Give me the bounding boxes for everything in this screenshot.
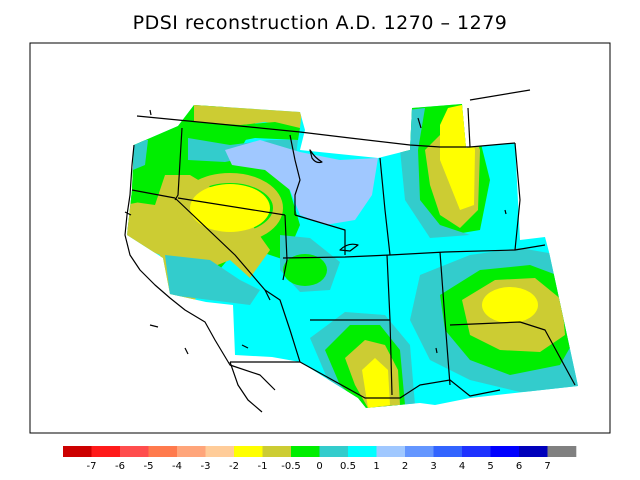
- lake-outline-8: [149, 109, 152, 116]
- legend-tick-label: 7: [544, 461, 550, 472]
- legend-swatch: [234, 446, 263, 457]
- legend-swatch: [205, 446, 235, 457]
- legend-tick-label: -1: [258, 461, 268, 472]
- sw-teal-region: [165, 255, 260, 305]
- legend-swatch: [547, 446, 577, 457]
- legend-tick-label: -0.5: [281, 461, 301, 472]
- north-dakota: [469, 89, 531, 101]
- nv-north: [177, 197, 286, 216]
- ca-or-border: [131, 189, 176, 199]
- legend-swatch: [376, 446, 406, 457]
- nw-olive-ring: [177, 173, 283, 243]
- north-green-strip: [190, 122, 300, 145]
- lake-outline-7: [504, 209, 507, 215]
- legend-swatch: [490, 446, 520, 457]
- map-title: PDSI reconstruction A.D. 1270 – 1279: [132, 12, 508, 34]
- legend-swatches: [63, 446, 577, 457]
- legend-swatch: [262, 446, 292, 457]
- lake-outline-9: [124, 211, 132, 216]
- legend-tick-label: 5: [487, 461, 493, 472]
- legend-tick-label: 6: [516, 461, 522, 472]
- great-salt-lake: [339, 243, 359, 252]
- mexico-border: [230, 361, 501, 399]
- legend-tick-label: -3: [201, 461, 211, 472]
- legend-tick-label: 4: [459, 461, 465, 472]
- lake-outline-3: [184, 347, 189, 355]
- four-corners-ew: [282, 244, 546, 259]
- map-frame: [29, 42, 611, 434]
- idaho-montana: [289, 134, 301, 215]
- nw-yellow-blob: [190, 184, 270, 232]
- nv-ca-border: [174, 197, 271, 301]
- legend-tick-label: -7: [87, 461, 97, 472]
- boundaries: [124, 89, 576, 413]
- legend-tick-label: -2: [229, 461, 239, 472]
- nm-tx-border: [439, 251, 451, 386]
- legend-tick-label: 3: [430, 461, 436, 472]
- north-olive-strip: [194, 104, 302, 128]
- legend-tick-label: 2: [402, 461, 408, 472]
- legend-tick-label: 1: [373, 461, 379, 472]
- lake-outline-6: [435, 347, 438, 354]
- lake-outline-1: [309, 149, 323, 164]
- se-yellow-blob: [482, 287, 538, 323]
- sc-yellow-region: [362, 358, 390, 408]
- nv-ut-border: [282, 214, 288, 281]
- pacific-coast: [124, 144, 276, 391]
- legend-swatch: [319, 446, 349, 457]
- legend-tick-label: 0.5: [340, 461, 356, 472]
- legend-ticks: -7 -6 -5 -4 -3 -2 -1 -0.5 0 0.5 1 2 3 4 5 6 7: [87, 461, 551, 472]
- legend-swatch: [291, 446, 320, 457]
- legend-swatch: [348, 446, 377, 457]
- montana-east: [467, 107, 471, 148]
- legend-tick-label: -5: [144, 461, 154, 472]
- legend-swatch: [519, 446, 548, 457]
- canada-border: [136, 115, 516, 148]
- legend-swatch: [433, 446, 463, 457]
- legend-swatch: [462, 446, 491, 457]
- legend-swatch: [63, 446, 92, 457]
- ne-teal-edge: [400, 108, 470, 238]
- lake-outline-4: [241, 344, 249, 349]
- lake-outline-2: [149, 324, 159, 328]
- legend-swatch: [91, 446, 121, 457]
- legend-tick-label: -6: [115, 461, 125, 472]
- wyoming: [379, 157, 391, 256]
- ok-panhandle: [449, 321, 576, 386]
- baja-coast: [229, 361, 263, 413]
- co-ks-border: [514, 142, 521, 251]
- legend-swatch: [148, 446, 178, 457]
- legend-tick-label: -4: [172, 461, 182, 472]
- legend-swatch: [177, 446, 206, 457]
- central-green-blob: [283, 254, 327, 286]
- lake-outline-5: [417, 117, 422, 129]
- central-lightblue-region: [225, 140, 378, 225]
- legend-swatch: [120, 446, 149, 457]
- legend-tick-label: 0: [316, 461, 322, 472]
- legend-swatch: [405, 446, 434, 457]
- colorado-river: [264, 289, 301, 363]
- pdsi-field: [127, 104, 578, 408]
